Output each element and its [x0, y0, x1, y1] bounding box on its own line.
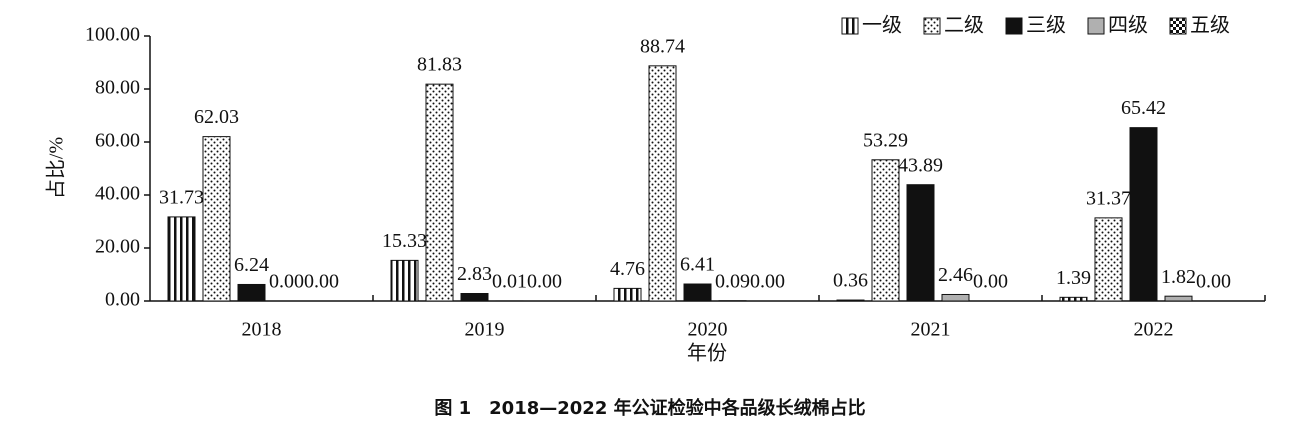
- value-label: 65.42: [1121, 97, 1166, 119]
- bar: [167, 216, 196, 302]
- value-label: 0.36: [833, 270, 868, 292]
- legend-label: 三级: [1026, 14, 1066, 37]
- value-label: 62.03: [194, 106, 239, 128]
- value-label: 43.89: [898, 154, 943, 176]
- value-label: 81.83: [417, 54, 462, 76]
- x-tick-label: 2022: [1134, 319, 1174, 341]
- bar: [683, 283, 712, 302]
- x-axis-label: 年份: [687, 342, 727, 365]
- value-label: 0.01: [492, 271, 527, 293]
- y-tick-label: 100.00: [85, 24, 140, 46]
- legend-label: 四级: [1108, 14, 1148, 37]
- x-tick-label: 2020: [688, 319, 728, 341]
- bar: [871, 159, 900, 302]
- bar: [1164, 295, 1193, 302]
- bar: [1059, 296, 1088, 302]
- bar: [425, 83, 454, 302]
- value-label: 1.39: [1056, 267, 1091, 289]
- legend-label: 二级: [944, 14, 984, 37]
- legend-label: 五级: [1190, 14, 1230, 37]
- bar: [1094, 217, 1123, 302]
- value-label: 15.33: [382, 230, 427, 252]
- value-label: 1.82: [1161, 266, 1196, 288]
- value-label: 0.00: [750, 271, 785, 293]
- value-label: 0.00: [269, 271, 304, 293]
- x-tick-label: 2021: [911, 319, 951, 341]
- bar: [941, 293, 970, 302]
- legend-swatch: [1169, 17, 1187, 35]
- value-label: 4.76: [610, 258, 645, 280]
- legend-swatch: [923, 17, 941, 35]
- legend-swatch: [1005, 17, 1023, 35]
- bar: [390, 259, 419, 302]
- bar: [237, 283, 266, 302]
- y-tick-label: 0.00: [105, 289, 140, 311]
- bar: [460, 293, 489, 302]
- bar: [613, 287, 642, 302]
- value-label: 0.00: [304, 271, 339, 293]
- y-tick-label: 60.00: [95, 130, 140, 152]
- bar: [836, 299, 865, 302]
- value-label: 0.00: [527, 271, 562, 293]
- y-tick-label: 80.00: [95, 77, 140, 99]
- legend-swatch: [841, 17, 859, 35]
- bar: [1129, 127, 1158, 302]
- legend-label: 一级: [862, 14, 902, 37]
- bar: [648, 65, 677, 302]
- legend-swatch: [1087, 17, 1105, 35]
- value-label: 31.37: [1086, 187, 1131, 209]
- value-label: 2.46: [938, 264, 973, 286]
- value-label: 53.29: [863, 129, 908, 151]
- value-label: 0.00: [1196, 271, 1231, 293]
- value-label: 0.09: [715, 270, 750, 292]
- y-tick-label: 40.00: [95, 183, 140, 205]
- value-label: 88.74: [640, 35, 685, 57]
- x-tick-label: 2019: [465, 319, 505, 341]
- value-label: 6.24: [234, 254, 269, 276]
- y-axis-label: 占比/%: [45, 137, 68, 199]
- bar: [906, 184, 935, 302]
- value-label: 0.00: [973, 271, 1008, 293]
- y-tick-label: 20.00: [95, 236, 140, 258]
- value-label: 6.41: [680, 254, 715, 276]
- value-label: 31.73: [159, 187, 204, 209]
- caption: 图 1 2018—2022 年公证检验中各品级长绒棉占比: [434, 397, 865, 419]
- value-label: 2.83: [457, 263, 492, 285]
- bar: [202, 136, 231, 302]
- x-tick-label: 2018: [242, 319, 282, 341]
